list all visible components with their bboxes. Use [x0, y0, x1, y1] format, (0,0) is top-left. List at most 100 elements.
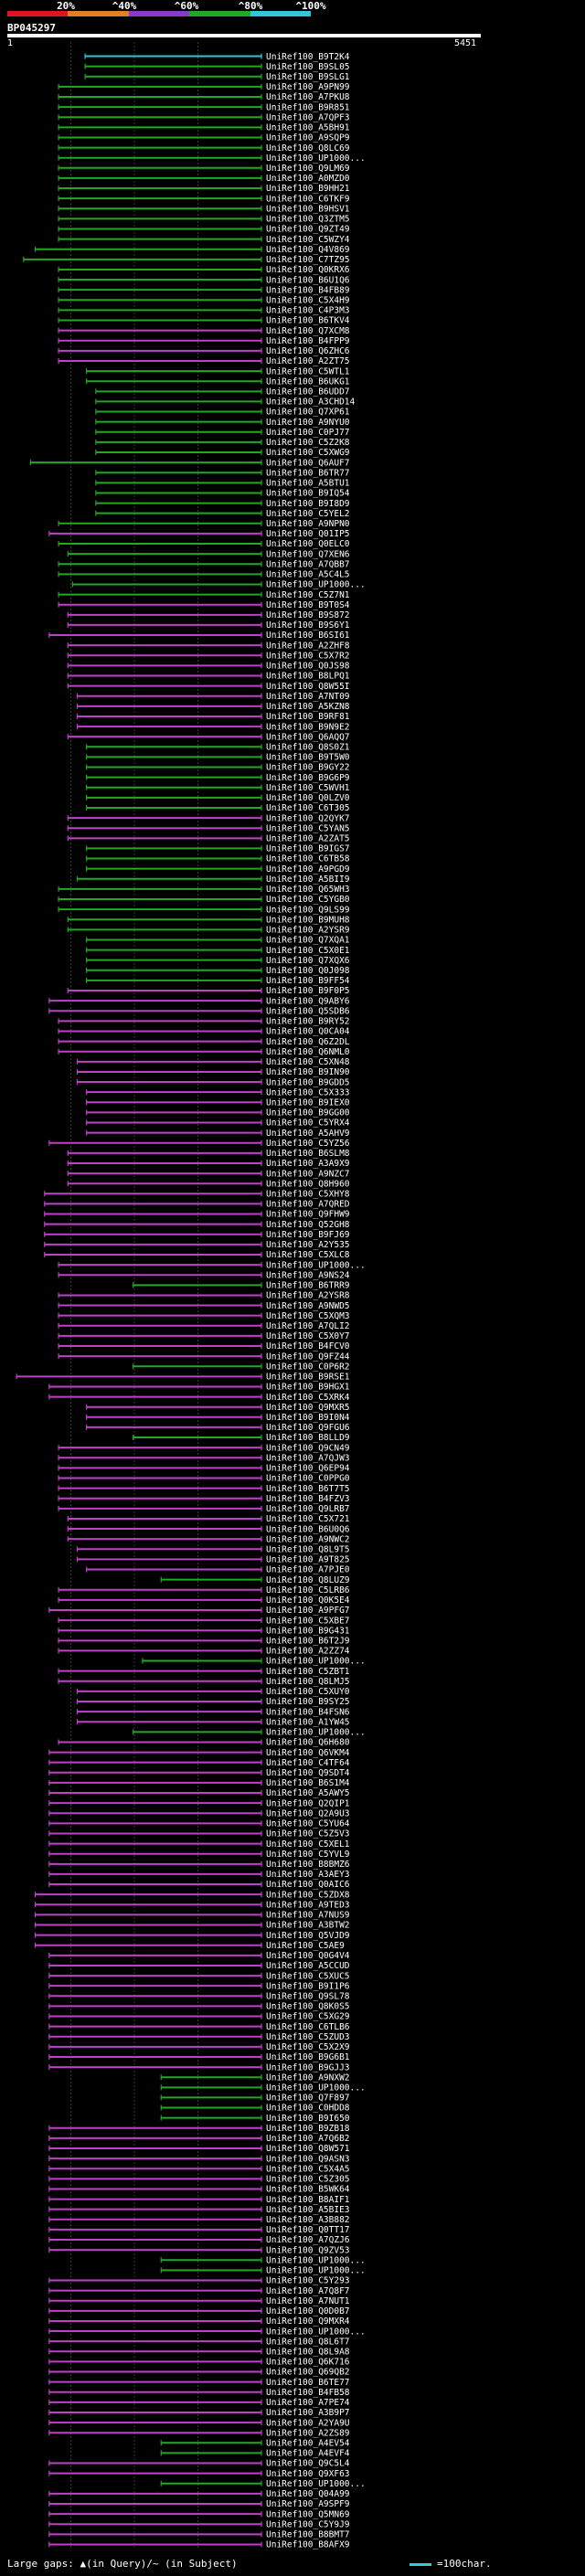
hit-label[interactable]: UniRef100_B8LPQ1	[266, 672, 350, 682]
hit-row[interactable]: UniRef100_C5X721	[67, 1514, 350, 1524]
hit-row[interactable]: UniRef100_C5YZ56	[48, 1139, 350, 1149]
hit-label[interactable]: UniRef100_B6S1M4	[266, 1778, 350, 1788]
hit-label[interactable]: UniRef100_A9NWD5	[266, 1301, 350, 1311]
hit-label[interactable]: UniRef100_B6TRR9	[266, 1281, 350, 1291]
hit-row[interactable]: UniRef100_UP1000...	[160, 2266, 366, 2276]
hit-label[interactable]: UniRef100_Q0ELC0	[266, 539, 350, 549]
hit-row[interactable]: UniRef100_A2Y535	[44, 1240, 350, 1250]
hit-label[interactable]: UniRef100_A0MZD0	[266, 174, 350, 184]
hit-row[interactable]: UniRef100_UP1000...	[133, 1728, 366, 1738]
hit-row[interactable]: UniRef100_B9MUH8	[67, 915, 350, 925]
hit-row[interactable]: UniRef100_A9NZC7	[67, 1169, 350, 1179]
hit-label[interactable]: UniRef100_Q0D0B7	[266, 2306, 350, 2316]
hit-row[interactable]: UniRef100_C5Y293	[48, 2276, 350, 2286]
hit-label[interactable]: UniRef100_Q7XQX6	[266, 956, 350, 966]
hit-row[interactable]: UniRef100_B6S1M4	[48, 1778, 350, 1788]
hit-label[interactable]: UniRef100_Q9CN49	[266, 1443, 350, 1453]
hit-label[interactable]: UniRef100_C5XHY8	[266, 1190, 350, 1200]
hit-label[interactable]: UniRef100_A5BH91	[266, 123, 350, 133]
hit-row[interactable]: UniRef100_B9I650	[160, 2114, 350, 2124]
hit-label[interactable]: UniRef100_C5YGB0	[266, 895, 350, 905]
hit-row[interactable]: UniRef100_B9S872	[67, 610, 350, 620]
hit-label[interactable]: UniRef100_A5AWY5	[266, 1788, 350, 1798]
hit-label[interactable]: UniRef100_Q9MXR4	[266, 2316, 350, 2327]
hit-row[interactable]: UniRef100_Q9MXR4	[48, 2316, 350, 2327]
hit-row[interactable]: UniRef100_B8BMT7	[48, 2530, 350, 2540]
hit-row[interactable]: UniRef100_B6U1Q6	[58, 275, 350, 285]
hit-label[interactable]: UniRef100_C5XWG9	[266, 448, 350, 458]
hit-row[interactable]: UniRef100_C5Z2K8	[95, 438, 350, 448]
hit-row[interactable]: UniRef100_C5XEL1	[48, 1839, 350, 1850]
hit-row[interactable]: UniRef100_A7QJW3	[58, 1453, 350, 1463]
hit-row[interactable]: UniRef100_C5ZDX8	[34, 1890, 350, 1900]
hit-label[interactable]: UniRef100_B9GY22	[266, 763, 350, 773]
hit-row[interactable]: UniRef100_C5WZY4	[58, 235, 350, 245]
hit-label[interactable]: UniRef100_A9NZC7	[266, 1169, 350, 1179]
hit-label[interactable]: UniRef100_B6T7T5	[266, 1484, 350, 1494]
hit-label[interactable]: UniRef100_C5ZDX8	[266, 1890, 350, 1900]
hit-row[interactable]: UniRef100_B9R851	[58, 102, 350, 112]
hit-label[interactable]: UniRef100_Q5VJD9	[266, 1931, 350, 1941]
hit-label[interactable]: UniRef100_B9G6P9	[266, 773, 350, 783]
hit-row[interactable]: UniRef100_Q8L9T5	[76, 1544, 350, 1554]
hit-row[interactable]: UniRef100_A5BII9	[76, 875, 350, 885]
hit-row[interactable]: UniRef100_C0P6R2	[133, 1362, 350, 1372]
hit-label[interactable]: UniRef100_B9RSE1	[266, 1373, 350, 1383]
hit-row[interactable]: UniRef100_C5AE9	[34, 1941, 346, 1951]
hit-row[interactable]: UniRef100_B6UKG1	[86, 376, 350, 387]
hit-row[interactable]: UniRef100_Q04A99	[48, 2489, 350, 2499]
hit-label[interactable]: UniRef100_B9G6B1	[266, 2052, 350, 2062]
hit-row[interactable]: UniRef100_Q6NML0	[58, 1047, 350, 1057]
hit-row[interactable]: UniRef100_B6SI61	[48, 631, 350, 641]
hit-label[interactable]: UniRef100_UP1000...	[266, 2083, 366, 2094]
hit-label[interactable]: UniRef100_B8BMT7	[266, 2530, 350, 2540]
hit-row[interactable]: UniRef100_A4EV54	[160, 2439, 350, 2449]
hit-label[interactable]: UniRef100_Q0J098	[266, 966, 350, 976]
hit-row[interactable]: UniRef100_A2ZT75	[58, 356, 350, 366]
hit-label[interactable]: UniRef100_A9SPF9	[266, 2499, 350, 2509]
hit-label[interactable]: UniRef100_Q6H680	[266, 1738, 350, 1748]
hit-row[interactable]: UniRef100_Q6Z2DL	[58, 1037, 350, 1047]
hit-label[interactable]: UniRef100_A9NXW2	[266, 2072, 350, 2083]
hit-row[interactable]: UniRef100_B6TE77	[48, 2378, 350, 2388]
hit-row[interactable]: UniRef100_UP1000...	[58, 1260, 366, 1270]
hit-label[interactable]: UniRef100_C5Z2K8	[266, 438, 350, 448]
hit-label[interactable]: UniRef100_B4FZV3	[266, 1494, 350, 1504]
hit-row[interactable]: UniRef100_B8LLD9	[133, 1433, 350, 1443]
hit-row[interactable]: UniRef100_B9GY22	[86, 763, 350, 773]
hit-row[interactable]: UniRef100_Q8LC69	[58, 143, 350, 154]
hit-label[interactable]: UniRef100_Q9C5L4	[266, 2459, 350, 2469]
hit-row[interactable]: UniRef100_A2ZHF8	[67, 641, 350, 651]
hit-row[interactable]: UniRef100_C4TF64	[48, 1758, 350, 1768]
hit-row[interactable]: UniRef100_Q0D0B7	[48, 2306, 350, 2316]
hit-row[interactable]: UniRef100_Q7XEN6	[67, 549, 350, 559]
hit-row[interactable]: UniRef100_C5WTL1	[86, 366, 350, 376]
hit-label[interactable]: UniRef100_A3BTW2	[266, 1921, 350, 1931]
hit-label[interactable]: UniRef100_C5XN48	[266, 1057, 350, 1067]
hit-row[interactable]: UniRef100_Q69QB2	[48, 2368, 350, 2378]
hit-row[interactable]: UniRef100_Q9FZ44	[58, 1352, 350, 1362]
hit-row[interactable]: UniRef100_A3BTW2	[34, 1921, 350, 1931]
hit-label[interactable]: UniRef100_Q9XF63	[266, 2469, 350, 2479]
hit-label[interactable]: UniRef100_A5AHV9	[266, 1129, 350, 1139]
hit-row[interactable]: UniRef100_C5X4A5	[48, 2164, 350, 2174]
hit-row[interactable]: UniRef100_A9PGD9	[86, 864, 350, 875]
hit-label[interactable]: UniRef100_Q9LRB7	[266, 1504, 350, 1514]
hit-row[interactable]: UniRef100_B4FCV0	[58, 1341, 350, 1352]
hit-label[interactable]: UniRef100_Q9ZT49	[266, 225, 350, 235]
hit-label[interactable]: UniRef100_C7TZ95	[266, 255, 350, 265]
hit-row[interactable]: UniRef100_C5XHY8	[44, 1190, 350, 1200]
hit-label[interactable]: UniRef100_B9S6Y1	[266, 620, 350, 631]
hit-row[interactable]: UniRef100_B9I8D9	[95, 499, 350, 509]
hit-label[interactable]: UniRef100_C5Z5V3	[266, 1829, 350, 1839]
hit-label[interactable]: UniRef100_A5CCUD	[266, 1961, 350, 1971]
hit-label[interactable]: UniRef100_Q8L9A8	[266, 2347, 350, 2357]
hit-row[interactable]: UniRef100_B9G431	[58, 1626, 350, 1636]
hit-row[interactable]: UniRef100_B6UDD7	[95, 387, 350, 398]
hit-row[interactable]: UniRef100_Q3ZTM5	[58, 215, 350, 225]
hit-label[interactable]: UniRef100_A2Y535	[266, 1240, 350, 1250]
hit-label[interactable]: UniRef100_C5XBE7	[266, 1616, 350, 1626]
hit-row[interactable]: UniRef100_Q6H680	[58, 1738, 350, 1748]
hit-row[interactable]: UniRef100_A9NXW2	[160, 2072, 350, 2083]
hit-row[interactable]: UniRef100_A2YSR9	[67, 926, 350, 936]
